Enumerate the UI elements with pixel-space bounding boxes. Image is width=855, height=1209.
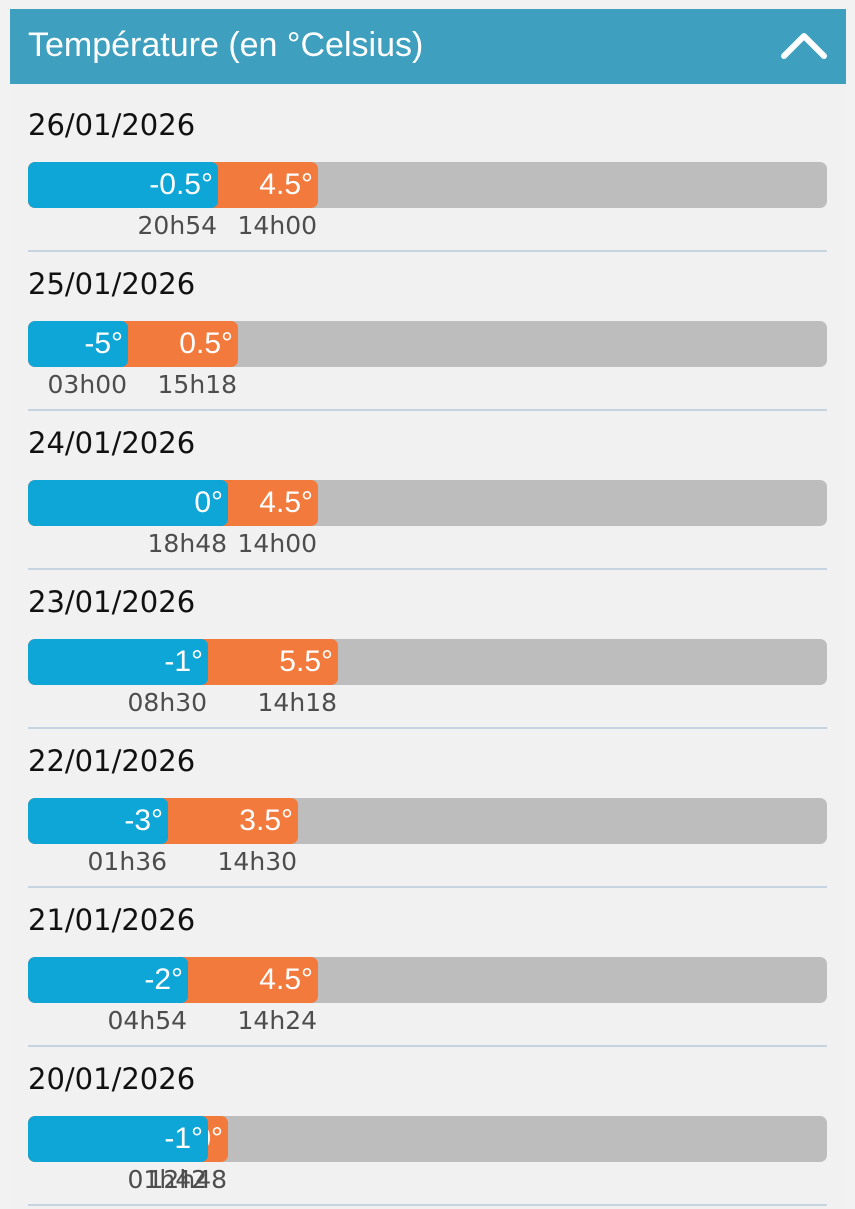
temperature-bar-track: 5.5° -1° [28, 639, 827, 685]
min-temperature-bar: -1° [28, 1116, 208, 1162]
row-divider [28, 568, 827, 570]
temperature-bar-track: 4.5° 0° [28, 480, 827, 526]
day-entry: 21/01/2026 4.5° -2° 04h54 14h24 [28, 888, 828, 1047]
day-date: 22/01/2026 [28, 744, 196, 778]
max-temperature-value: 4.5° [259, 486, 313, 519]
panel-header[interactable]: Température (en °Celsius) [10, 9, 846, 84]
temperature-bar-track: 4.5° -0.5° [28, 162, 827, 208]
min-temperature-time: 03h00 [47, 370, 127, 399]
min-temperature-value: 0° [194, 486, 223, 519]
min-temperature-time: 08h30 [127, 688, 207, 717]
day-date: 24/01/2026 [28, 426, 196, 460]
day-entry: 25/01/2026 0.5° -5° 03h00 15h18 [28, 252, 828, 411]
day-date: 25/01/2026 [28, 267, 196, 301]
day-date: 26/01/2026 [28, 108, 196, 142]
temperature-bar-track: 0° -1° [28, 1116, 827, 1162]
max-temperature-value: 3.5° [239, 804, 293, 837]
day-date: 23/01/2026 [28, 585, 196, 619]
max-temperature-time: 12h48 [147, 1165, 227, 1194]
min-temperature-bar: 0° [28, 480, 228, 526]
temperature-bar-track: 0.5° -5° [28, 321, 827, 367]
max-temperature-time: 14h00 [237, 211, 317, 240]
row-divider [28, 250, 827, 252]
min-temperature-time: 20h54 [137, 211, 217, 240]
min-temperature-time: 18h48 [147, 529, 227, 558]
panel-title: Température (en °Celsius) [28, 26, 424, 64]
row-divider [28, 886, 827, 888]
max-temperature-time: 14h30 [217, 847, 297, 876]
row-divider [28, 727, 827, 729]
row-divider [28, 1204, 827, 1206]
min-temperature-value: -3° [124, 804, 163, 837]
row-divider [28, 409, 827, 411]
max-temperature-value: 4.5° [259, 168, 313, 201]
temperature-bar-track: 3.5° -3° [28, 798, 827, 844]
max-temperature-value: 5.5° [279, 645, 333, 678]
collapse-toggle-button[interactable] [774, 17, 834, 73]
day-entry: 23/01/2026 5.5° -1° 08h30 14h18 [28, 570, 828, 729]
min-temperature-time: 01h42 [127, 1165, 207, 1194]
min-temperature-bar: -5° [28, 321, 128, 367]
day-date: 20/01/2026 [28, 1062, 196, 1096]
max-temperature-value: 0.5° [179, 327, 233, 360]
min-temperature-value: -5° [84, 327, 123, 360]
max-temperature-value: 4.5° [259, 963, 313, 996]
row-divider [28, 1045, 827, 1047]
max-temperature-time: 15h18 [157, 370, 237, 399]
min-temperature-bar: -2° [28, 957, 188, 1003]
max-temperature-time: 14h24 [237, 1006, 317, 1035]
day-entry: 20/01/2026 0° -1° 01h42 12h48 [28, 1047, 828, 1206]
min-temperature-bar: -3° [28, 798, 168, 844]
chevron-up-icon [781, 33, 827, 59]
min-temperature-time: 01h36 [87, 847, 167, 876]
min-temperature-value: -2° [144, 963, 183, 996]
min-temperature-value: -1° [164, 1122, 203, 1155]
min-temperature-bar: -0.5° [28, 162, 218, 208]
day-entry: 24/01/2026 4.5° 0° 18h48 14h00 [28, 411, 828, 570]
temperature-bar-track: 4.5° -2° [28, 957, 827, 1003]
day-date: 21/01/2026 [28, 903, 196, 937]
day-entry: 22/01/2026 3.5° -3° 01h36 14h30 [28, 729, 828, 888]
min-temperature-value: -0.5° [149, 168, 213, 201]
temperature-panel: Température (en °Celsius) 26/01/2026 4.5°… [10, 9, 846, 1209]
min-temperature-value: -1° [164, 645, 203, 678]
min-temperature-bar: -1° [28, 639, 208, 685]
min-temperature-time: 04h54 [107, 1006, 187, 1035]
day-entry: 26/01/2026 4.5° -0.5° 20h54 14h00 [28, 93, 828, 252]
max-temperature-time: 14h00 [237, 529, 317, 558]
max-temperature-time: 14h18 [257, 688, 337, 717]
